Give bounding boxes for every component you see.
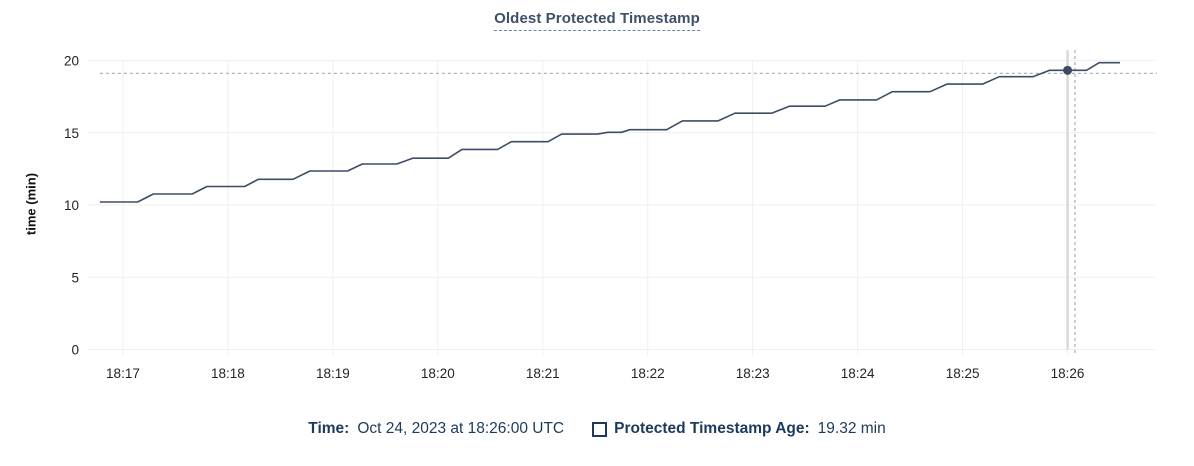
y-axis-label: time (min) xyxy=(23,172,39,236)
hover-legend: Time: Oct 24, 2023 at 18:26:00 UTC Prote… xyxy=(0,420,1194,438)
hover-time-value: Oct 24, 2023 at 18:26:00 UTC xyxy=(357,420,565,437)
x-tick-label: 18:18 xyxy=(211,366,245,381)
y-tick-label: 10 xyxy=(64,198,79,213)
series-value: 19.32 min xyxy=(817,420,886,437)
x-tick-label: 18:17 xyxy=(106,366,140,381)
x-tick-label: 18:20 xyxy=(421,366,455,381)
legend-swatch-icon xyxy=(592,421,608,437)
x-tick-label: 18:24 xyxy=(841,366,875,381)
plot-svg[interactable]: 0 5 10 15 20 18:17 18:18 18:19 18:20 18:21 18:22 18… xyxy=(0,46,1194,386)
x-tick-label: 18:21 xyxy=(526,366,560,381)
series-name-label: Protected Timestamp Age: xyxy=(614,420,810,437)
x-tick-label: 18:26 xyxy=(1051,366,1085,381)
y-tick-label: 0 xyxy=(71,343,79,358)
chart-title[interactable]: Oldest Protected Timestamp xyxy=(494,10,700,31)
x-tick-label: 18:19 xyxy=(316,366,350,381)
y-tick-label: 5 xyxy=(71,270,79,285)
hover-point-dot[interactable] xyxy=(1063,65,1073,75)
x-tick-label: 18:22 xyxy=(631,366,665,381)
chart-area[interactable]: time (min) 0 5 10 15 20 18:17 18:18 18:19 18:20 1… xyxy=(0,46,1194,386)
y-tick-label: 20 xyxy=(64,54,79,69)
series-line xyxy=(99,61,1120,203)
chart-header: Oldest Protected Timestamp xyxy=(0,0,1194,46)
legend-item: Protected Timestamp Age: 19.32 min xyxy=(592,420,886,438)
x-tick-label: 18:25 xyxy=(946,366,980,381)
x-tick-label: 18:23 xyxy=(736,366,770,381)
y-tick-label: 15 xyxy=(64,126,79,141)
hover-time-label: Time: xyxy=(308,420,350,437)
